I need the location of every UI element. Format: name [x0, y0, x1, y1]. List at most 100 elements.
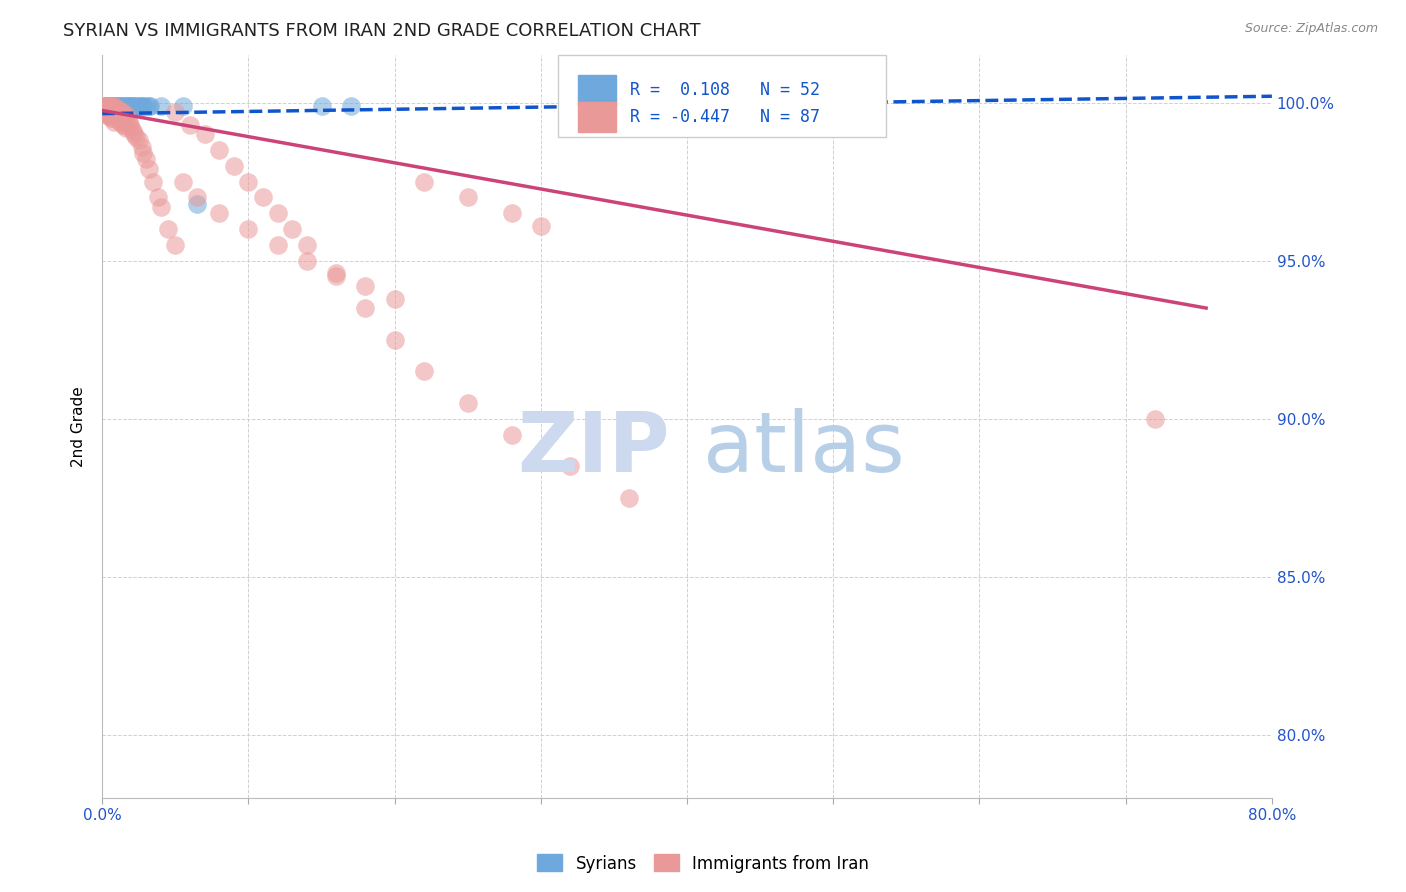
- Point: [98, 99, 121, 113]
- Point: [96, 108, 118, 122]
- Point: [94, 99, 117, 113]
- Bar: [578, 75, 616, 105]
- Point: [104, 99, 127, 113]
- Point: [186, 196, 208, 211]
- Point: [354, 301, 377, 315]
- Point: [117, 114, 139, 128]
- Point: [107, 99, 129, 113]
- Point: [104, 108, 127, 122]
- Text: R = -0.447   N = 87: R = -0.447 N = 87: [630, 108, 820, 126]
- Point: [128, 99, 150, 113]
- Point: [94, 99, 117, 113]
- Point: [108, 114, 131, 128]
- Point: [501, 427, 523, 442]
- Point: [120, 120, 142, 135]
- Point: [112, 99, 135, 113]
- Text: SYRIAN VS IMMIGRANTS FROM IRAN 2ND GRADE CORRELATION CHART: SYRIAN VS IMMIGRANTS FROM IRAN 2ND GRADE…: [63, 22, 700, 40]
- Point: [104, 102, 127, 116]
- Point: [110, 99, 132, 113]
- Point: [114, 102, 136, 116]
- Point: [96, 99, 118, 113]
- FancyBboxPatch shape: [558, 55, 886, 136]
- Point: [501, 206, 523, 220]
- Point: [325, 269, 347, 284]
- Point: [266, 206, 288, 220]
- Point: [107, 102, 129, 116]
- Point: [111, 105, 134, 120]
- Point: [122, 99, 145, 113]
- Point: [117, 99, 139, 113]
- Point: [131, 99, 153, 113]
- Point: [172, 175, 194, 189]
- Point: [100, 102, 122, 116]
- Point: [156, 222, 179, 236]
- Point: [112, 102, 135, 116]
- Point: [412, 364, 434, 378]
- Point: [100, 105, 122, 120]
- Point: [252, 190, 274, 204]
- Point: [384, 333, 406, 347]
- Point: [107, 112, 129, 126]
- Point: [98, 108, 121, 122]
- Point: [558, 459, 581, 474]
- Point: [112, 108, 135, 122]
- Point: [103, 114, 125, 128]
- Point: [295, 253, 318, 268]
- Point: [132, 99, 155, 113]
- Point: [96, 102, 118, 116]
- Point: [193, 127, 215, 141]
- Point: [105, 102, 128, 116]
- Point: [325, 266, 347, 280]
- Point: [412, 175, 434, 189]
- Point: [94, 105, 117, 120]
- Point: [107, 102, 129, 116]
- Point: [96, 105, 118, 120]
- Point: [131, 140, 153, 154]
- Point: [101, 99, 124, 113]
- Text: R =  0.108   N = 52: R = 0.108 N = 52: [630, 81, 820, 99]
- Point: [115, 112, 138, 126]
- Point: [104, 102, 127, 116]
- Point: [97, 102, 120, 116]
- Point: [111, 99, 134, 113]
- Point: [208, 206, 231, 220]
- Point: [165, 237, 187, 252]
- Point: [124, 127, 146, 141]
- Point: [339, 99, 361, 113]
- Point: [129, 99, 152, 113]
- Point: [295, 237, 318, 252]
- Point: [238, 222, 260, 236]
- Point: [96, 99, 118, 113]
- Point: [118, 118, 141, 132]
- Point: [110, 105, 132, 120]
- Point: [208, 143, 231, 157]
- Point: [120, 99, 142, 113]
- Point: [100, 99, 122, 113]
- Point: [179, 118, 201, 132]
- Point: [281, 222, 304, 236]
- Point: [108, 105, 131, 120]
- Point: [114, 108, 136, 122]
- Legend: Syrians, Immigrants from Iran: Syrians, Immigrants from Iran: [530, 847, 876, 880]
- Point: [100, 112, 122, 126]
- Point: [105, 112, 128, 126]
- Point: [617, 491, 640, 505]
- Point: [457, 190, 479, 204]
- Point: [354, 279, 377, 293]
- Point: [186, 190, 208, 204]
- Point: [101, 105, 124, 120]
- Point: [149, 200, 172, 214]
- Point: [142, 175, 165, 189]
- Bar: [578, 102, 616, 132]
- Point: [105, 105, 128, 120]
- Point: [110, 114, 132, 128]
- Point: [111, 105, 134, 120]
- Point: [457, 396, 479, 410]
- Point: [115, 99, 138, 113]
- Point: [93, 99, 115, 113]
- Point: [124, 99, 146, 113]
- Text: atlas: atlas: [703, 409, 905, 490]
- Point: [105, 99, 128, 113]
- Point: [97, 99, 120, 113]
- Point: [132, 146, 155, 161]
